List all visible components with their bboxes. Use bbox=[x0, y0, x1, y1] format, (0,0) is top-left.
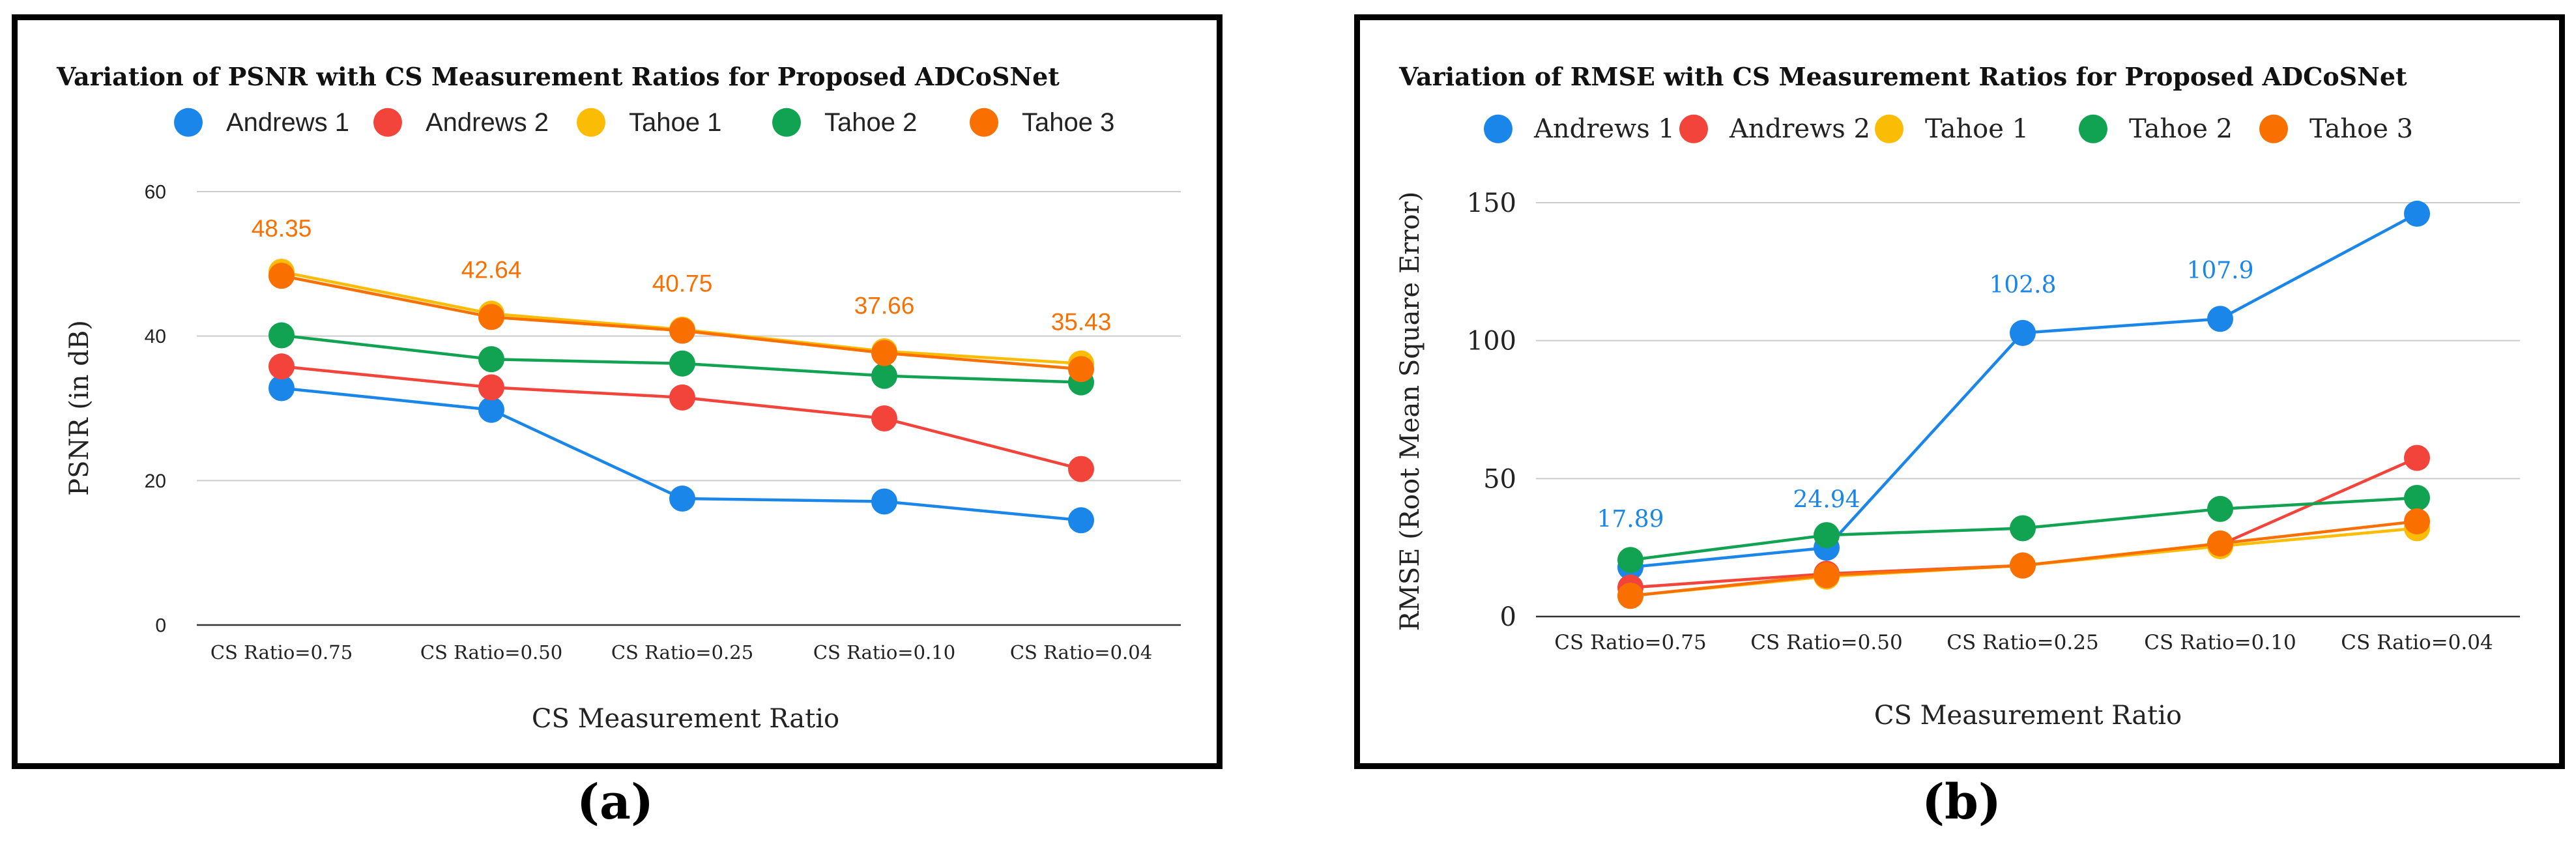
rmse-data-label: 17.89 bbox=[1597, 506, 1664, 532]
psnr-data-point-andrews-1 bbox=[478, 396, 504, 423]
psnr-data-point-andrews-1 bbox=[1068, 507, 1094, 534]
psnr-x-tick-label: CS Ratio=0.25 bbox=[611, 641, 753, 663]
rmse-series-line-andrews-1 bbox=[1630, 212, 2418, 569]
rmse-data-point-andrews-1 bbox=[2207, 306, 2233, 332]
panel-label-a-text: (a) bbox=[577, 774, 654, 830]
rmse-y-tick-label: 50 bbox=[1483, 464, 1516, 494]
psnr-legend-marker bbox=[174, 108, 203, 137]
psnr-series-line-andrews-2 bbox=[281, 364, 1082, 471]
rmse-legend-marker bbox=[1679, 114, 1708, 143]
psnr-legend-label: Andrews 2 bbox=[426, 108, 549, 137]
rmse-legend-label: Andrews 1 bbox=[1533, 114, 1675, 144]
rmse-y-tick-label: 0 bbox=[1500, 602, 1516, 632]
psnr-x-tick-label: CS Ratio=0.04 bbox=[1010, 641, 1152, 663]
rmse-data-point-tahoe-2 bbox=[1814, 522, 1840, 549]
rmse-data-point-tahoe-3 bbox=[2404, 508, 2430, 534]
psnr-data-point-tahoe-3 bbox=[1068, 356, 1094, 383]
psnr-data-point-tahoe-3 bbox=[871, 340, 897, 366]
rmse-x-tick-label: CS Ratio=0.04 bbox=[2341, 631, 2493, 654]
rmse-legend-label: Tahoe 2 bbox=[2129, 114, 2233, 144]
rmse-x-tick-label: CS Ratio=0.50 bbox=[1750, 631, 1902, 654]
psnr-data-label: 35.43 bbox=[1051, 308, 1112, 335]
psnr-data-point-tahoe-2 bbox=[268, 322, 295, 349]
rmse-legend-label: Tahoe 1 bbox=[1925, 114, 2029, 144]
rmse-chart: 0 50 100 150 CS Ratio=0.75 CS Ratio=0.50 CS Ra… bbox=[1395, 62, 2520, 731]
psnr-data-point-tahoe-3 bbox=[669, 317, 695, 344]
psnr-data-point-andrews-2 bbox=[1068, 456, 1094, 482]
psnr-chart-panel: 0 20 40 60 CS Ratio=0.75 CS Ratio=0.50 CS Rati… bbox=[12, 14, 1223, 769]
rmse-legend-label: Tahoe 3 bbox=[2309, 114, 2413, 144]
rmse-legend-marker bbox=[2259, 114, 2288, 143]
panel-label-b: (b) bbox=[1864, 774, 2059, 830]
psnr-x-axis-label: CS Measurement Ratio bbox=[532, 704, 839, 734]
psnr-legend-label: Tahoe 1 bbox=[629, 108, 721, 137]
psnr-data-point-andrews-2 bbox=[669, 384, 695, 411]
rmse-y-axis-label: RMSE (Root Mean Square Error) bbox=[1395, 192, 1425, 631]
psnr-data-point-andrews-1 bbox=[268, 375, 295, 401]
psnr-data-point-tahoe-2 bbox=[669, 350, 695, 377]
psnr-x-tick-label: CS Ratio=0.75 bbox=[210, 641, 353, 663]
psnr-data-label: 48.35 bbox=[252, 215, 312, 242]
psnr-data-point-andrews-1 bbox=[669, 486, 695, 512]
rmse-legend-label: Andrews 2 bbox=[1729, 114, 1870, 144]
rmse-x-tick-label: CS Ratio=0.10 bbox=[2144, 631, 2296, 654]
rmse-legend-marker bbox=[2079, 114, 2107, 143]
rmse-data-point-tahoe-3 bbox=[1814, 562, 1840, 589]
rmse-data-point-andrews-1 bbox=[2010, 319, 2036, 346]
psnr-x-tick-label: CS Ratio=0.10 bbox=[813, 641, 955, 663]
psnr-data-label: 40.75 bbox=[652, 270, 713, 297]
panel-label-a: (a) bbox=[517, 774, 713, 830]
rmse-y-tick-label: 150 bbox=[1467, 188, 1516, 218]
psnr-data-point-andrews-2 bbox=[871, 405, 897, 432]
psnr-legend-label: Tahoe 2 bbox=[824, 108, 917, 137]
rmse-data-label: 102.8 bbox=[1989, 272, 2056, 298]
psnr-legend-marker bbox=[577, 108, 605, 137]
psnr-data-label: 37.66 bbox=[854, 293, 915, 319]
psnr-y-tick-label: 20 bbox=[145, 471, 166, 492]
rmse-data-label: 107.9 bbox=[2186, 257, 2253, 284]
psnr-data-point-andrews-1 bbox=[871, 488, 897, 515]
rmse-data-point-tahoe-2 bbox=[2010, 515, 2036, 542]
rmse-x-tick-label: CS Ratio=0.75 bbox=[1554, 631, 1706, 654]
rmse-data-label: 24.94 bbox=[1793, 486, 1860, 513]
rmse-data-point-tahoe-2 bbox=[1617, 547, 1643, 574]
psnr-legend-marker bbox=[772, 108, 801, 137]
psnr-legend-label: Andrews 1 bbox=[226, 108, 349, 137]
psnr-data-point-tahoe-2 bbox=[871, 362, 897, 389]
rmse-data-point-tahoe-2 bbox=[2207, 495, 2233, 522]
psnr-data-point-tahoe-3 bbox=[478, 304, 504, 330]
psnr-data-point-tahoe-3 bbox=[268, 263, 295, 289]
psnr-chart-title: Variation of PSNR with CS Measurement Ra… bbox=[56, 62, 1060, 91]
psnr-data-point-andrews-2 bbox=[478, 374, 504, 401]
rmse-chart-panel: 0 50 100 150 CS Ratio=0.75 CS Ratio=0.50 CS Ra… bbox=[1354, 14, 2565, 769]
psnr-y-tick-label: 0 bbox=[155, 615, 166, 637]
psnr-y-axis-label: PSNR (in dB) bbox=[65, 320, 94, 496]
rmse-data-point-tahoe-2 bbox=[2404, 484, 2430, 511]
rmse-legend-marker bbox=[1875, 114, 1903, 143]
rmse-chart-title: Variation of RMSE with CS Measurement Ra… bbox=[1398, 62, 2407, 91]
rmse-legend-marker bbox=[1484, 114, 1512, 143]
psnr-y-tick-label: 60 bbox=[145, 182, 166, 203]
psnr-legend-marker bbox=[970, 108, 998, 137]
rmse-x-tick-label: CS Ratio=0.25 bbox=[1946, 631, 2098, 654]
rmse-x-axis-label: CS Measurement Ratio bbox=[1874, 701, 2182, 731]
rmse-y-tick-label: 100 bbox=[1467, 327, 1516, 357]
rmse-data-point-tahoe-3 bbox=[1617, 583, 1643, 609]
rmse-data-point-andrews-1 bbox=[2404, 200, 2430, 227]
psnr-legend-marker bbox=[373, 108, 402, 137]
panel-label-b-text: (b) bbox=[1922, 774, 2001, 830]
psnr-legend-label: Tahoe 3 bbox=[1022, 108, 1114, 137]
psnr-y-tick-label: 40 bbox=[145, 326, 166, 347]
rmse-data-point-tahoe-3 bbox=[2010, 552, 2036, 579]
rmse-data-point-tahoe-3 bbox=[2207, 530, 2233, 557]
psnr-data-label: 42.64 bbox=[461, 256, 522, 283]
psnr-x-tick-label: CS Ratio=0.50 bbox=[420, 641, 562, 663]
rmse-data-point-andrews-2 bbox=[2404, 444, 2430, 471]
psnr-chart: 0 20 40 60 CS Ratio=0.75 CS Ratio=0.50 CS Rati… bbox=[56, 62, 1181, 734]
psnr-data-point-andrews-2 bbox=[268, 353, 295, 380]
psnr-data-point-tahoe-2 bbox=[478, 346, 504, 373]
